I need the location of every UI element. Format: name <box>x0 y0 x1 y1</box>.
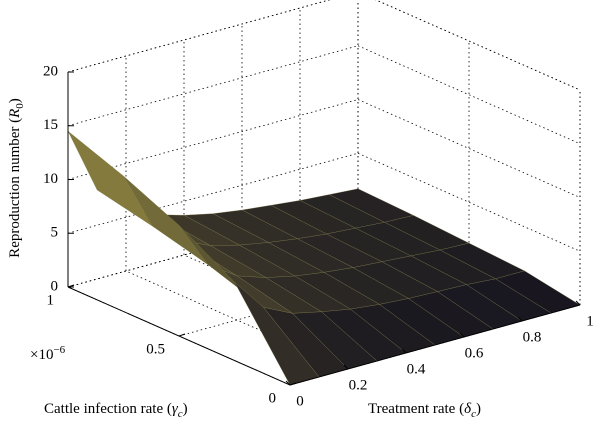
y-label-sub: c <box>178 408 183 420</box>
y-grid-line <box>178 255 470 337</box>
z-grid-line <box>67 152 359 234</box>
x-tick-label: 1 <box>586 313 594 329</box>
z-tick-label: 0 <box>51 278 59 294</box>
x-label-symbol: δ <box>464 401 472 417</box>
multiplier-base: ×10 <box>30 347 53 363</box>
x-tick <box>285 380 291 386</box>
y-tick <box>67 284 75 288</box>
z-tick-label: 20 <box>43 63 58 79</box>
z-grid-line <box>67 45 359 127</box>
box-edge <box>375 0 581 91</box>
y-tick <box>178 333 186 337</box>
x-tick <box>343 364 349 370</box>
y-tick <box>289 382 297 386</box>
x-label-sub: c <box>471 408 476 420</box>
x-tick <box>517 316 523 322</box>
z-axis-label: Reproduction number (R0) <box>7 98 25 258</box>
x-label-close: ) <box>476 401 481 417</box>
y-multiplier: ×10−6 <box>30 344 66 364</box>
x-tick-label: 0 <box>296 393 304 409</box>
x-tick <box>459 332 465 338</box>
y-tick-label: 1 <box>47 292 55 308</box>
x-tick-label: 0.4 <box>407 361 426 377</box>
y-axis-label: Cattle infection rate (γc) <box>44 401 188 419</box>
z-tick-label: 10 <box>43 171 58 187</box>
x-tick-label: 0.2 <box>349 377 368 393</box>
y-label-symbol: γ <box>172 401 179 417</box>
x-axis-label: Treatment rate (δc) <box>368 401 481 419</box>
z-label-text: Reproduction number ( <box>7 118 23 258</box>
y-label-text: Cattle infection rate ( <box>44 401 172 417</box>
multiplier-exponent: −6 <box>53 344 65 356</box>
x-label-text: Treatment rate ( <box>368 401 464 417</box>
x-tick <box>401 348 407 354</box>
z-grid-line <box>375 0 581 91</box>
y-tick-label: 0.5 <box>146 341 165 357</box>
x-tick-label: 0.8 <box>523 329 542 345</box>
box-edge <box>67 0 331 73</box>
z-tick-label: 5 <box>51 225 59 241</box>
z-label-symbol: R <box>7 109 23 119</box>
z-label-close: ) <box>7 98 23 103</box>
x-tick-label: 0.6 <box>465 345 484 361</box>
y-tick-label: 0 <box>269 390 277 406</box>
y-label-close: ) <box>183 401 188 417</box>
z-label-sub: 0 <box>14 103 26 109</box>
y-grid-line <box>67 206 359 288</box>
z-grid-line <box>67 99 359 180</box>
surface <box>67 130 581 386</box>
z-tick-label: 15 <box>43 117 58 133</box>
z-grid-line <box>67 0 331 73</box>
x-tick <box>575 300 581 306</box>
surface-patch <box>67 130 153 227</box>
x-axis <box>289 304 581 386</box>
